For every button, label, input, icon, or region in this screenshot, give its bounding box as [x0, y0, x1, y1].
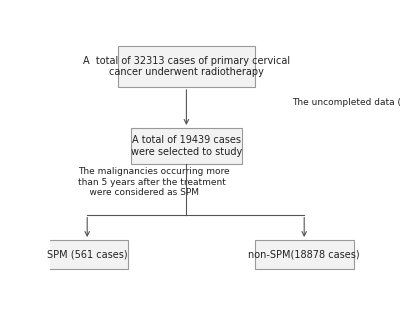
FancyBboxPatch shape	[254, 240, 354, 269]
Text: SPM (561 cases): SPM (561 cases)	[47, 249, 128, 259]
FancyBboxPatch shape	[118, 46, 255, 87]
FancyBboxPatch shape	[131, 128, 242, 164]
Text: A  total of 32313 cases of primary cervical
cancer underwent radiotherapy: A total of 32313 cases of primary cervic…	[83, 56, 290, 77]
Text: The malignancies occurring more
than 5 years after the treatment
    were consid: The malignancies occurring more than 5 y…	[78, 167, 230, 197]
Text: The uncompleted data (12874 cases) were deleted: The uncompleted data (12874 cases) were …	[292, 98, 400, 107]
Text: A total of 19439 cases
were selected to study: A total of 19439 cases were selected to …	[131, 135, 242, 157]
Text: non-SPM(18878 cases): non-SPM(18878 cases)	[248, 249, 360, 259]
FancyBboxPatch shape	[47, 240, 128, 269]
